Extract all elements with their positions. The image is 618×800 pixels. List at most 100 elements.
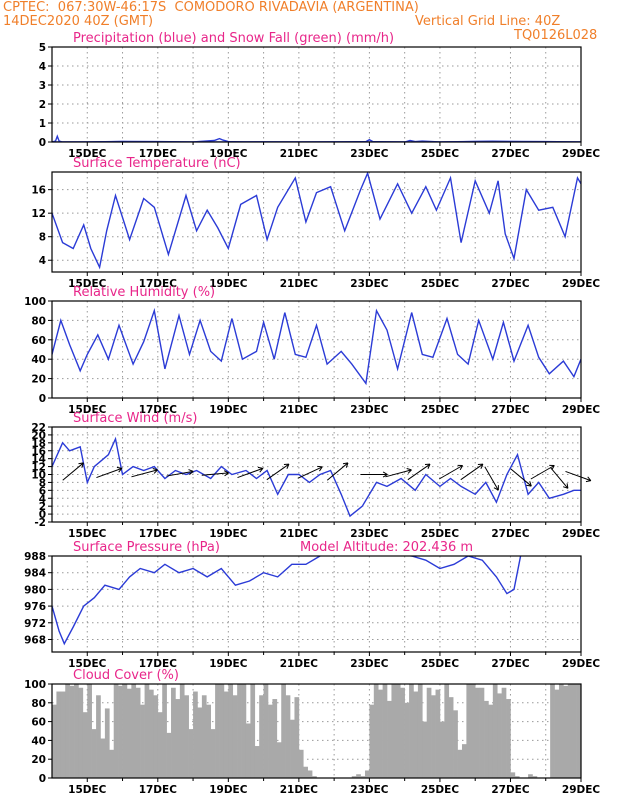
cloud-cover-bar xyxy=(69,685,75,778)
precip-x-tick-label: 21DEC xyxy=(280,148,319,160)
cloud-x-tick-label: 21DEC xyxy=(280,784,319,796)
wind-arrow xyxy=(266,463,290,481)
temperature-title: Surface Temperature (nC) xyxy=(73,156,241,171)
header-run-code: TQ0126L028 xyxy=(514,28,598,43)
cloud-cover-bar xyxy=(219,684,225,778)
cloud-cover-bar xyxy=(431,695,436,778)
temperature-series-line-0 xyxy=(52,172,581,270)
humidity-y-tick-label: 40 xyxy=(31,354,46,366)
pressure-y-tick-label: 976 xyxy=(24,601,46,613)
cloud-cover-bar xyxy=(364,770,370,778)
cloud-cover-bar xyxy=(153,695,159,778)
pressure-y-tick-label: 968 xyxy=(24,634,46,646)
wind-y-tick-label: 0 xyxy=(39,509,46,521)
header-date: 14DEC2020 40Z (GMT) xyxy=(3,14,154,29)
cloud-cover-bar xyxy=(356,774,361,778)
cloud-cover-bar xyxy=(223,691,229,778)
temperature-panel: Surface Temperature (nC) 4 8 12 16 15DEC 17DEC… xyxy=(31,156,600,290)
cloud-cover-bar xyxy=(558,684,564,778)
cloud-cover-bar xyxy=(532,776,538,778)
temperature-x-tick-label: 15DEC xyxy=(68,278,107,290)
cloud-cover-bar xyxy=(228,684,234,778)
cloud-cover-bar xyxy=(422,721,428,778)
cloud-cover-bar xyxy=(65,684,70,778)
temperature-x-tick-label: 23DEC xyxy=(350,278,389,290)
cloud-cover-bar xyxy=(281,684,286,778)
cloud-cover-bar xyxy=(457,749,463,778)
cloud-title: Cloud Cover (%) xyxy=(73,668,179,683)
cloud-y-tick-label: 40 xyxy=(31,735,46,747)
cloud-cover-bar xyxy=(87,684,92,778)
cloud-cover-bar xyxy=(492,684,498,778)
cloud-cover-bar xyxy=(435,689,441,778)
pressure-x-tick-label: 17DEC xyxy=(139,658,178,670)
cloud-cover-bar xyxy=(237,684,242,778)
cloud-cover-bar xyxy=(550,684,555,778)
precip-y-tick-label: 2 xyxy=(39,99,46,111)
cloud-cover-bar xyxy=(303,766,308,778)
cloud-cover-bar xyxy=(162,684,167,778)
precip-x-tick-label: 23DEC xyxy=(350,148,389,160)
pressure-panel: Surface Pressure (hPa) Model Altitude: 20… xyxy=(24,540,600,670)
humidity-series-line-0 xyxy=(52,307,581,386)
cloud-cover-bar xyxy=(197,707,203,778)
cloud-cover-bar xyxy=(171,687,176,778)
wind-arrow xyxy=(550,467,569,489)
wind-arrow xyxy=(407,463,431,481)
cloud-cover-bar xyxy=(254,746,260,778)
humidity-title: Relative Humidity (%) xyxy=(73,285,215,300)
wind-x-tick-label: 15DEC xyxy=(68,528,107,540)
header-station-line: CPTEC: 067:30W-46:17S COMODORO RIVADAVIA… xyxy=(3,0,419,15)
wind-y-tick-label: 4 xyxy=(39,493,46,505)
precip-x-tick-label: 27DEC xyxy=(491,148,530,160)
wind-y-tick-label: 22 xyxy=(31,422,46,434)
cloud-cover-bar xyxy=(272,699,278,778)
cloud-cover-bar xyxy=(241,684,247,778)
pressure-series-line-0 xyxy=(52,556,322,646)
pressure-y-tick-label: 988 xyxy=(24,551,46,563)
humidity-x-tick-label: 27DEC xyxy=(491,404,530,416)
cloud-cover-bar xyxy=(563,685,569,778)
wind-x-tick-label: 17DEC xyxy=(139,528,178,540)
wind-x-tick-label: 21DEC xyxy=(280,528,319,540)
pressure-x-tick-label: 21DEC xyxy=(280,658,319,670)
pressure-series-line-1 xyxy=(406,556,522,595)
pressure-subtitle: Model Altitude: 202.436 m xyxy=(300,540,473,555)
precip-x-tick-label: 29DEC xyxy=(562,148,601,160)
humidity-y-tick-label: 0 xyxy=(39,393,46,405)
temperature-x-tick-label: 29DEC xyxy=(562,278,601,290)
cloud-cover-bar xyxy=(285,695,291,778)
cloud-cover-bar xyxy=(175,699,181,778)
pressure-x-tick-label: 29DEC xyxy=(562,658,601,670)
cloud-cover-bar xyxy=(259,695,264,778)
precip-y-tick-label: 0 xyxy=(39,137,46,149)
precip-y-tick-label: 4 xyxy=(39,61,46,73)
cloud-cover-bar xyxy=(118,685,123,778)
cloud-cover-bar xyxy=(387,700,392,778)
cloud-cover-bar xyxy=(104,708,110,778)
wind-arrow xyxy=(326,462,349,481)
cloud-cover-bar xyxy=(391,684,397,778)
wind-series-line-0 xyxy=(52,436,581,518)
cloud-x-tick-label: 25DEC xyxy=(421,784,460,796)
cloud-cover-bar xyxy=(122,684,128,778)
precip-x-tick-label: 25DEC xyxy=(421,148,460,160)
cloud-cover-bar xyxy=(193,691,198,778)
cloud-cover-bar xyxy=(360,776,366,778)
wind-arrow xyxy=(201,470,229,477)
wind-frame xyxy=(51,426,582,523)
cloud-cover-bar xyxy=(82,712,88,778)
wind-y-tick-label: 10 xyxy=(31,470,46,482)
cloud-cover-bar xyxy=(439,721,445,778)
cloud-cover-bar xyxy=(444,684,450,778)
pressure-title: Surface Pressure (hPa) xyxy=(73,540,220,555)
cloud-cover-bar xyxy=(395,684,401,778)
precip-y-tick-label: 3 xyxy=(39,80,46,92)
cloud-cover-bar xyxy=(576,684,582,778)
cloud-cover-bar xyxy=(488,704,494,778)
humidity-x-tick-label: 21DEC xyxy=(280,404,319,416)
cloud-cover-bar xyxy=(554,689,560,778)
pressure-y-tick-label: 984 xyxy=(24,568,46,580)
cloud-cover-bar xyxy=(400,687,405,778)
